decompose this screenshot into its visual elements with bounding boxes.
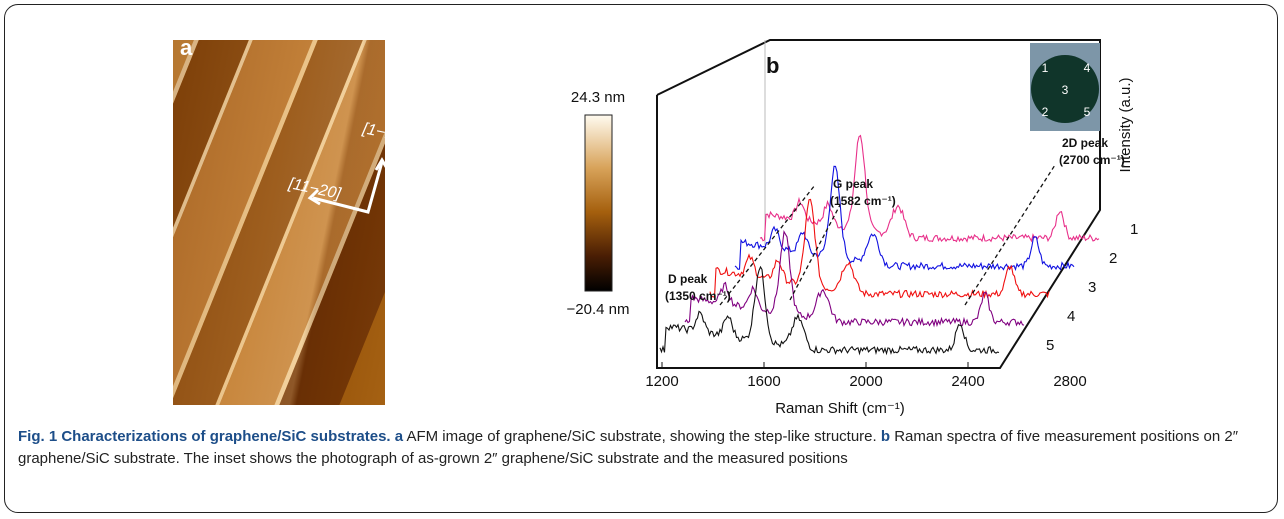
colorbar-min: −20.4 nm [567,301,630,318]
spectra [660,136,1099,354]
inset-label: 4 [1084,61,1091,75]
x-tick-label: 2000 [849,373,882,390]
colorbar [585,115,612,291]
peak-name: 2D peak [1062,136,1108,150]
panel-label: b [766,53,779,78]
colorbar-max: 24.3 nm [571,89,625,106]
position-label: 4 [1067,308,1075,325]
caption: Fig. 1 Characterizations of graphene/SiC… [18,426,1268,470]
position-label: 2 [1109,250,1117,267]
caption-label: a [395,428,403,445]
spectrum [710,199,1049,297]
peak-name: G peak [833,177,873,191]
peak-shift: (2700 cm⁻¹) [1059,153,1125,167]
caption-text: AFM image of graphene/SiC substrate, sho… [406,428,876,445]
spectrum [760,136,1099,242]
afm-image [0,40,487,405]
position-label: 5 [1046,337,1054,354]
scale-bar-label: 10 μm [472,348,508,363]
x-tick-label: 2400 [951,373,984,390]
x-tick-label: 1600 [747,373,780,390]
x-tick-label: 1200 [645,373,678,390]
inset-label: 3 [1062,83,1069,97]
caption-label: b [881,428,890,445]
inset-label: 1 [1042,61,1049,75]
caption-title: Fig. 1 Characterizations of graphene/SiC… [18,428,391,445]
inset-label: 2 [1042,105,1049,119]
inset-label: 5 [1084,105,1091,119]
scale-bar [458,375,538,386]
position-label: 3 [1088,279,1096,296]
panel-label: a [180,35,193,60]
position-label: 1 [1130,221,1138,238]
spectrum [660,267,999,354]
x-axis-title: Raman Shift (cm⁻¹) [775,400,905,417]
x-tick-label: 2800 [1053,373,1086,390]
y-axis-title: Intensity (a.u.) [1117,77,1134,172]
peak-shift: (1350 cm⁻¹) [665,289,731,303]
peak-name: D peak [668,272,708,286]
